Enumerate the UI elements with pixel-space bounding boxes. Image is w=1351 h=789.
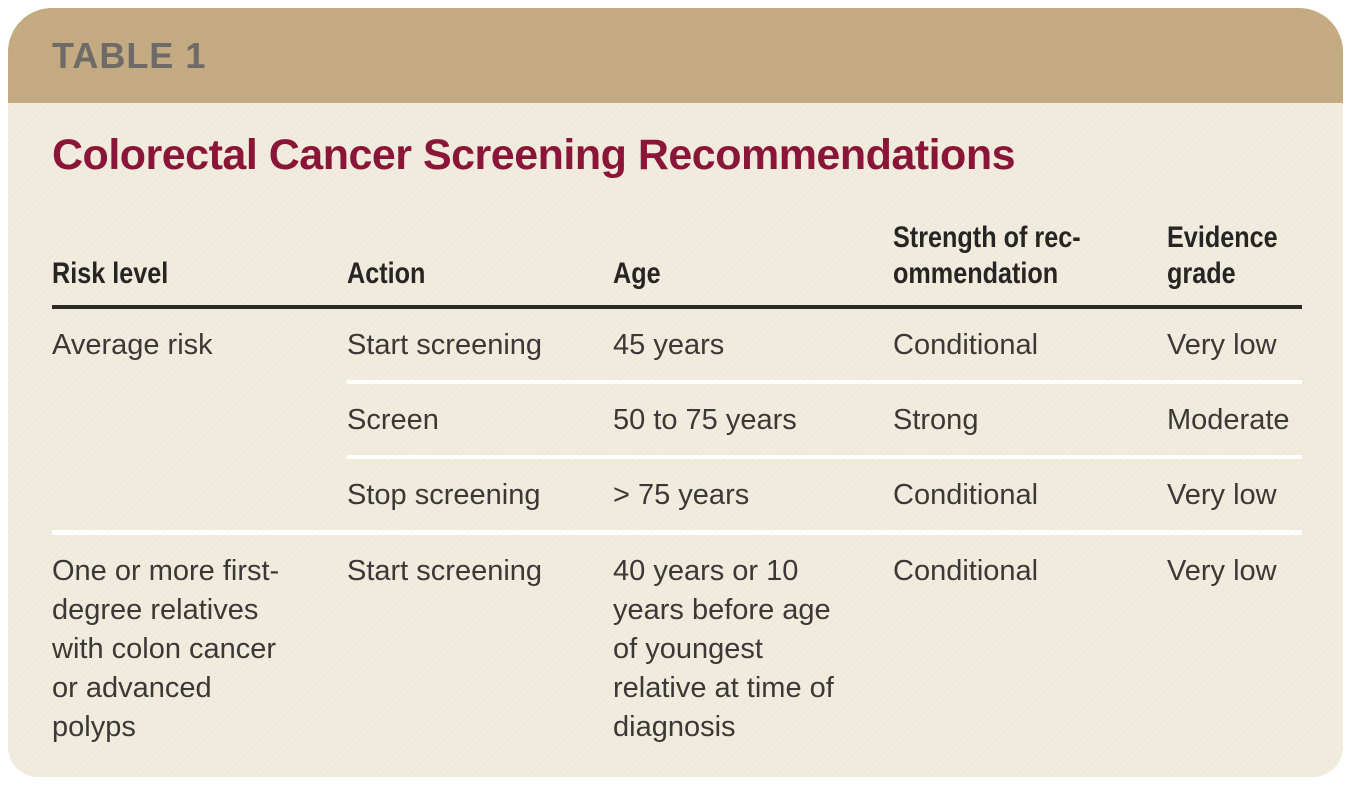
table-row: Screen 50 to 75 years Strong Moderate [52,384,1302,455]
cell-age: 50 to 75 years [613,404,797,436]
row-separator [347,455,1302,459]
group-separator [52,530,1302,535]
column-header-age: Age [613,220,893,305]
table-row: Average risk Start screening 45 years Co… [52,309,1302,380]
column-header-line: Strength of rec- [893,221,1081,254]
header-rule [52,305,1302,309]
table-title: Colorectal Cancer Screening Recommendati… [52,131,1016,179]
table-number-label: TABLE 1 [52,34,207,76]
column-header-line: Age [613,257,661,290]
cell-risk-level: One or more first-degree relatives with … [52,555,280,743]
cell-evidence: Very low [1167,555,1277,587]
cell-strength: Strong [893,404,979,436]
table-card: TABLE 1 Colorectal Cancer Screening Reco… [8,8,1343,777]
table-body: Colorectal Cancer Screening Recommendati… [8,131,1343,762]
cell-strength: Conditional [893,479,1039,511]
cell-strength: Conditional [893,329,1039,361]
cell-age: 45 years [613,329,725,361]
column-header-line: Evidence [1167,221,1278,254]
cell-action: Stop screening [347,479,541,511]
column-header-line: grade [1167,257,1236,290]
cell-evidence: Very low [1167,329,1277,361]
cell-age: 40 years or 10 years before age of young… [613,555,834,743]
cell-risk-level: Average risk [52,329,213,361]
data-table: Risk level Action Age [52,220,1302,762]
column-header-line: Action [347,257,426,290]
cell-age: > 75 years [613,479,750,511]
column-header-line: ommendation [893,257,1059,290]
cell-evidence: Very low [1167,479,1277,511]
table-row: Stop screening > 75 years Conditional Ve… [52,459,1302,530]
column-header-action: Action [347,220,613,305]
cell-action: Start screening [347,329,543,361]
column-header-risk-level: Risk level [52,220,347,305]
cell-action: Start screening [347,555,543,587]
table-number-band: TABLE 1 [8,8,1343,103]
column-header-evidence: Evidence grade [1167,220,1302,305]
table-row: One or more first-degree relatives with … [52,535,1302,762]
row-separator [347,380,1302,384]
column-header-line: Risk level [52,257,169,290]
column-header-strength: Strength of rec- ommendation [893,220,1167,305]
cell-evidence: Moderate [1167,404,1290,436]
cell-action: Screen [347,404,439,436]
table-header-row: Risk level Action Age [52,220,1302,305]
cell-strength: Conditional [893,555,1039,587]
